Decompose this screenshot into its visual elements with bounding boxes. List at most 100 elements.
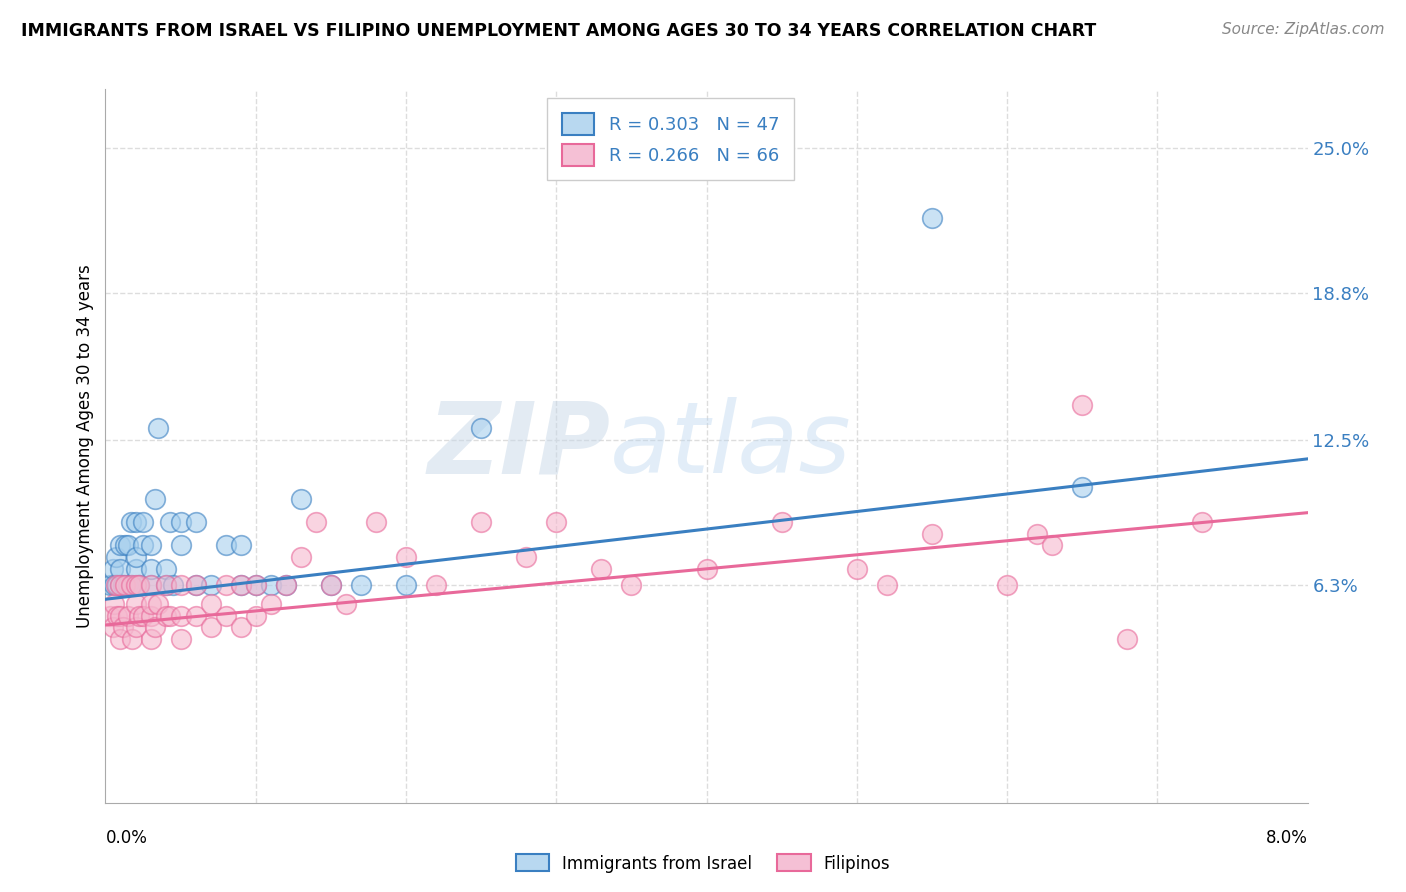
Point	[290, 550, 312, 565]
Point	[132, 538, 155, 552]
Point	[274, 578, 297, 592]
Point	[229, 620, 252, 634]
Text: ZIP: ZIP	[427, 398, 610, 494]
Point	[260, 597, 283, 611]
Point	[162, 578, 184, 592]
Point	[200, 597, 222, 611]
Point	[184, 578, 207, 592]
Point	[155, 578, 177, 592]
Point	[214, 538, 236, 552]
Point	[620, 578, 643, 592]
Point	[114, 538, 136, 552]
Point	[921, 211, 943, 225]
Point	[124, 578, 146, 592]
Point	[1191, 515, 1213, 529]
Point	[101, 620, 124, 634]
Point	[169, 608, 191, 623]
Point	[245, 608, 267, 623]
Point	[121, 578, 143, 592]
Point	[200, 620, 222, 634]
Point	[229, 538, 252, 552]
Point	[112, 620, 135, 634]
Point	[128, 608, 150, 623]
Point	[470, 515, 492, 529]
Legend: R = 0.303   N = 47, R = 0.266   N = 66: R = 0.303 N = 47, R = 0.266 N = 66	[547, 98, 793, 180]
Point	[260, 578, 283, 592]
Point	[169, 515, 191, 529]
Point	[214, 608, 236, 623]
Text: 0.0%: 0.0%	[105, 829, 148, 847]
Point	[143, 620, 166, 634]
Point	[274, 578, 297, 592]
Point	[169, 538, 191, 552]
Point	[112, 578, 135, 592]
Point	[184, 608, 207, 623]
Point	[159, 608, 181, 623]
Point	[104, 550, 127, 565]
Point	[184, 578, 207, 592]
Y-axis label: Unemployment Among Ages 30 to 34 years: Unemployment Among Ages 30 to 34 years	[76, 264, 94, 628]
Point	[98, 578, 121, 592]
Point	[229, 578, 252, 592]
Point	[117, 538, 139, 552]
Point	[335, 597, 357, 611]
Point	[110, 578, 132, 592]
Point	[921, 526, 943, 541]
Point	[350, 578, 373, 592]
Point	[110, 538, 132, 552]
Point	[139, 608, 162, 623]
Point	[169, 578, 191, 592]
Point	[124, 620, 146, 634]
Text: IMMIGRANTS FROM ISRAEL VS FILIPINO UNEMPLOYMENT AMONG AGES 30 TO 34 YEARS CORREL: IMMIGRANTS FROM ISRAEL VS FILIPINO UNEMP…	[21, 22, 1097, 40]
Point	[120, 578, 142, 592]
Point	[470, 421, 492, 435]
Point	[110, 562, 132, 576]
Point	[395, 578, 418, 592]
Point	[98, 608, 121, 623]
Point	[132, 608, 155, 623]
Point	[103, 578, 125, 592]
Point	[110, 578, 132, 592]
Point	[995, 578, 1018, 592]
Point	[1040, 538, 1063, 552]
Point	[425, 578, 447, 592]
Point	[128, 578, 150, 592]
Point	[139, 578, 162, 592]
Point	[139, 538, 162, 552]
Point	[139, 562, 162, 576]
Point	[845, 562, 868, 576]
Point	[139, 578, 162, 592]
Point	[146, 421, 169, 435]
Point	[117, 578, 139, 592]
Point	[159, 515, 181, 529]
Point	[214, 578, 236, 592]
Point	[1026, 526, 1049, 541]
Point	[290, 491, 312, 506]
Point	[1071, 398, 1094, 412]
Point	[139, 632, 162, 646]
Point	[696, 562, 718, 576]
Point	[169, 632, 191, 646]
Text: atlas: atlas	[610, 398, 852, 494]
Point	[124, 597, 146, 611]
Point	[110, 632, 132, 646]
Point	[124, 515, 146, 529]
Point	[114, 578, 136, 592]
Point	[146, 597, 169, 611]
Point	[546, 515, 568, 529]
Point	[101, 562, 124, 576]
Point	[155, 562, 177, 576]
Point	[120, 515, 142, 529]
Point	[229, 578, 252, 592]
Point	[104, 578, 127, 592]
Point	[143, 491, 166, 506]
Point	[107, 578, 129, 592]
Point	[395, 550, 418, 565]
Point	[155, 608, 177, 623]
Point	[107, 608, 129, 623]
Legend: Immigrants from Israel, Filipinos: Immigrants from Israel, Filipinos	[509, 847, 897, 880]
Point	[200, 578, 222, 592]
Point	[876, 578, 898, 592]
Point	[319, 578, 342, 592]
Point	[121, 632, 143, 646]
